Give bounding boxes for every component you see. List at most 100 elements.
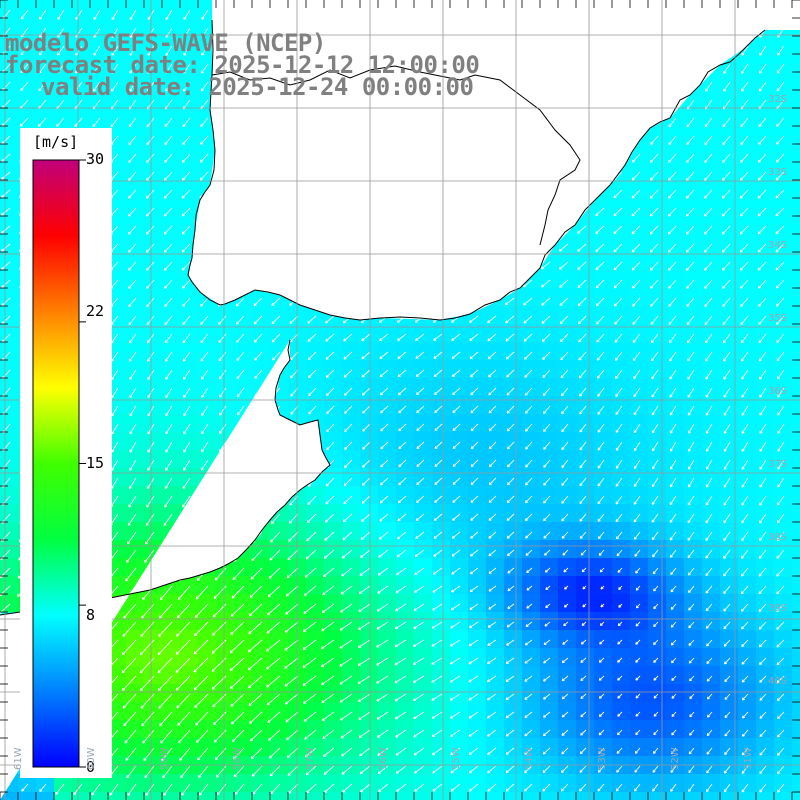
speed-cell	[648, 630, 666, 648]
speed-cell	[198, 576, 216, 594]
speed-cell	[36, 792, 54, 800]
speed-cell	[738, 360, 756, 378]
speed-cell	[180, 378, 198, 396]
speed-cell	[126, 270, 144, 288]
speed-cell	[0, 396, 18, 414]
speed-cell	[648, 576, 666, 594]
speed-cell	[756, 558, 774, 576]
speed-cell	[414, 666, 432, 684]
speed-cell	[162, 270, 180, 288]
speed-cell	[198, 648, 216, 666]
speed-cell	[234, 378, 252, 396]
speed-cell	[702, 432, 720, 450]
speed-cell	[630, 648, 648, 666]
speed-cell	[666, 612, 684, 630]
wind-arrow-head	[614, 231, 615, 233]
speed-cell	[792, 774, 800, 792]
speed-cell	[648, 792, 666, 800]
speed-cell	[162, 630, 180, 648]
speed-cell	[756, 342, 774, 360]
speed-cell	[162, 702, 180, 720]
speed-cell	[324, 486, 342, 504]
speed-cell	[648, 270, 666, 288]
speed-cell	[666, 504, 684, 522]
speed-cell	[180, 468, 198, 486]
speed-cell	[144, 270, 162, 288]
speed-cell	[468, 684, 486, 702]
speed-cell	[486, 576, 504, 594]
speed-cell	[630, 306, 648, 324]
speed-cell	[774, 36, 792, 54]
speed-cell	[702, 720, 720, 738]
speed-cell	[558, 558, 576, 576]
speed-cell	[324, 432, 342, 450]
speed-cell	[432, 450, 450, 468]
speed-cell	[684, 612, 702, 630]
speed-cell	[792, 702, 800, 720]
speed-cell	[252, 720, 270, 738]
speed-cell	[108, 108, 126, 126]
speed-cell	[792, 486, 800, 504]
speed-cell	[0, 0, 18, 18]
speed-cell	[234, 720, 252, 738]
speed-cell	[630, 162, 648, 180]
speed-cell	[324, 738, 342, 756]
speed-cell	[432, 792, 450, 800]
speed-cell	[612, 630, 630, 648]
speed-cell	[738, 522, 756, 540]
speed-cell	[666, 522, 684, 540]
speed-cell	[594, 648, 612, 666]
speed-cell	[630, 342, 648, 360]
speed-cell	[648, 414, 666, 432]
speed-cell	[270, 612, 288, 630]
speed-cell	[558, 504, 576, 522]
speed-cell	[252, 360, 270, 378]
speed-cell	[756, 54, 774, 72]
speed-cell	[126, 162, 144, 180]
speed-cell	[162, 108, 180, 126]
speed-cell	[324, 774, 342, 792]
speed-cell	[648, 378, 666, 396]
speed-cell	[738, 666, 756, 684]
speed-cell	[270, 594, 288, 612]
speed-cell	[378, 648, 396, 666]
speed-cell	[648, 684, 666, 702]
speed-cell	[630, 234, 648, 252]
speed-cell	[504, 396, 522, 414]
speed-cell	[468, 666, 486, 684]
speed-cell	[234, 306, 252, 324]
speed-cell	[576, 396, 594, 414]
wind-arrow-head	[308, 357, 309, 359]
wind-arrow-head	[182, 214, 183, 216]
speed-cell	[648, 648, 666, 666]
speed-cell	[0, 504, 18, 522]
speed-cell	[432, 594, 450, 612]
wind-arrow-head	[327, 411, 328, 413]
speed-cell	[576, 774, 594, 792]
speed-cell	[198, 738, 216, 756]
speed-cell	[738, 198, 756, 216]
speed-cell	[540, 378, 558, 396]
speed-cell	[432, 432, 450, 450]
speed-cell	[666, 702, 684, 720]
speed-cell	[342, 414, 360, 432]
speed-cell	[558, 666, 576, 684]
speed-cell	[414, 702, 432, 720]
speed-cell	[540, 468, 558, 486]
speed-cell	[684, 378, 702, 396]
speed-cell	[144, 432, 162, 450]
speed-cell	[666, 774, 684, 792]
speed-cell	[126, 450, 144, 468]
speed-cell	[648, 486, 666, 504]
speed-cell	[180, 648, 198, 666]
wind-arrow-head	[704, 214, 705, 216]
speed-cell	[180, 684, 198, 702]
speed-cell	[648, 450, 666, 468]
speed-cell	[198, 378, 216, 396]
speed-cell	[396, 630, 414, 648]
speed-cell	[540, 720, 558, 738]
speed-cell	[702, 450, 720, 468]
speed-cell	[648, 180, 666, 198]
speed-cell	[612, 216, 630, 234]
speed-cell	[432, 666, 450, 684]
